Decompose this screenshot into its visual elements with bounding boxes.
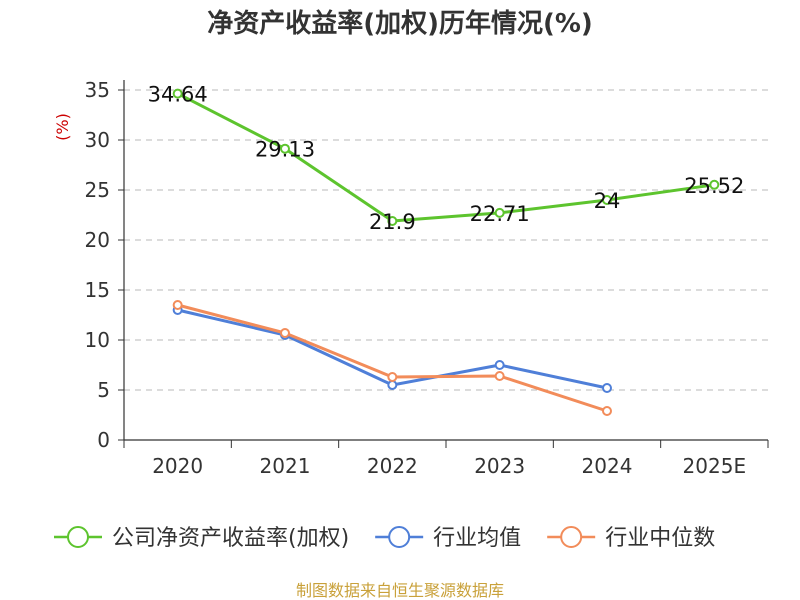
data-point — [709, 179, 720, 190]
data-point — [494, 360, 505, 370]
series-group — [172, 88, 720, 416]
y-tick-labels: 0 5 10 15 20 25 30 35 — [85, 78, 110, 452]
data-label: 34.64 — [148, 83, 208, 107]
data-point — [172, 300, 183, 310]
data-point — [494, 371, 505, 381]
x-tick-labels: 2020 2021 2022 2023 2024 2025E — [152, 454, 746, 478]
data-point — [602, 195, 612, 205]
data-point — [602, 406, 612, 416]
data-labels: 34.64 29.13 21.9 22.71 24 25.52 — [148, 83, 745, 234]
data-point — [387, 380, 398, 390]
legend: 公司净资产收益率(加权) 行业均值 行业中位数 — [54, 526, 715, 551]
legend-marker-3 — [560, 526, 583, 548]
y-tick-label: 5 — [97, 378, 110, 402]
series-line-3 — [176, 303, 609, 413]
x-tick-label: 2021 — [260, 454, 311, 478]
data-point — [280, 143, 290, 154]
data-label: 25.52 — [684, 174, 744, 198]
data-point — [494, 207, 505, 218]
legend-label-2: 行业均值 — [433, 526, 521, 551]
x-tick-label: 2023 — [474, 454, 525, 478]
axes — [118, 80, 769, 448]
y-axis-label: (%) — [53, 113, 72, 141]
data-label: 21.9 — [369, 210, 416, 234]
y-tick-label: 30 — [85, 128, 110, 152]
data-point — [387, 216, 398, 226]
grid-lines — [124, 89, 768, 391]
chart-title: 净资产收益率(加权)历年情况(%) — [207, 8, 593, 39]
source-note: 制图数据来自恒生聚源数据库 — [296, 581, 504, 600]
data-point — [172, 88, 183, 99]
data-point — [602, 383, 612, 393]
data-point — [280, 328, 290, 338]
legend-marker-2 — [388, 526, 411, 548]
data-point — [387, 372, 398, 382]
series-line-1 — [176, 92, 716, 223]
x-tick-label: 2020 — [152, 454, 203, 478]
data-label: 24 — [594, 189, 621, 213]
data-label: 22.71 — [470, 202, 530, 226]
y-tick-label: 10 — [85, 328, 110, 352]
y-tick-label: 35 — [85, 78, 110, 102]
legend-marker-1 — [67, 526, 89, 548]
x-tick-label: 2025E — [683, 454, 747, 478]
x-tick-label: 2024 — [582, 454, 633, 478]
y-tick-label: 20 — [85, 228, 110, 252]
x-tick-label: 2022 — [367, 454, 418, 478]
y-tick-label: 15 — [85, 278, 110, 302]
y-tick-label: 0 — [97, 428, 110, 452]
legend-label-3: 行业中位数 — [605, 526, 715, 551]
legend-label-1: 公司净资产收益率(加权) — [112, 526, 349, 551]
data-label: 29.13 — [255, 138, 315, 162]
y-tick-label: 25 — [85, 178, 110, 202]
